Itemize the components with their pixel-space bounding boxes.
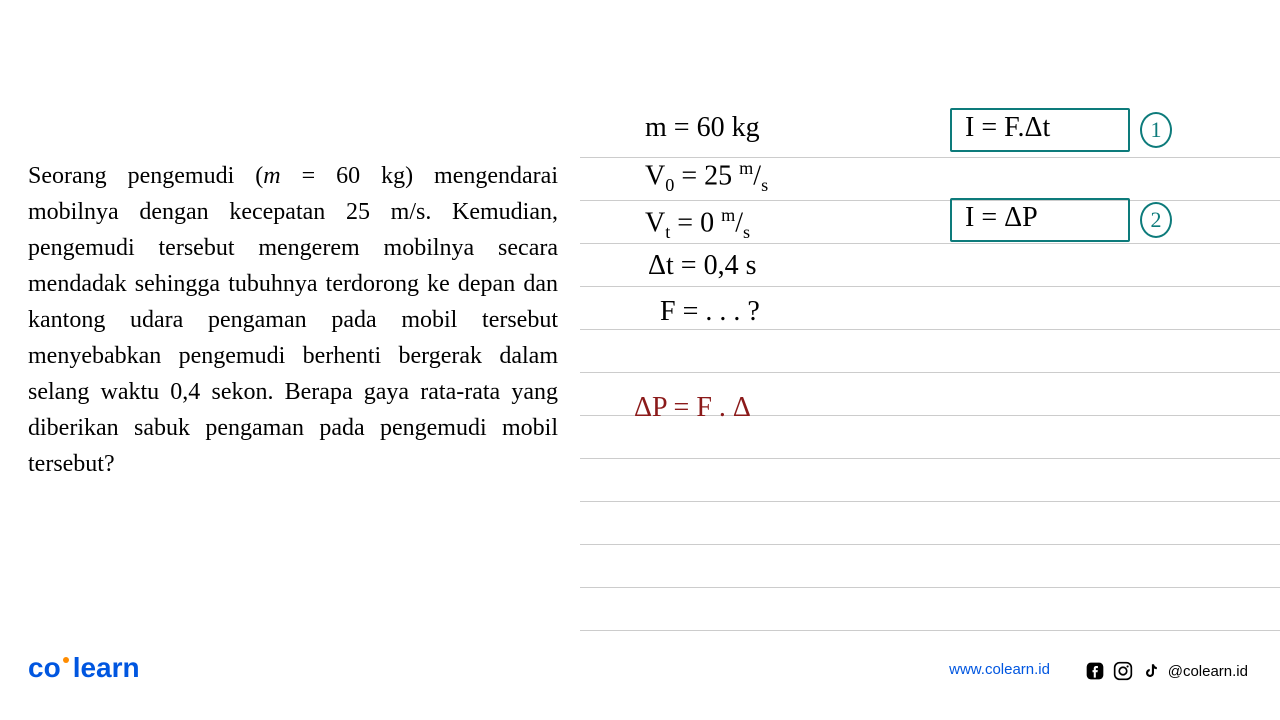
given-F: F = . . . ? [660, 296, 760, 328]
rule-line [580, 544, 1280, 545]
brand-logo: colearn [28, 652, 140, 684]
given-vt: Vt = 0 m/s [645, 205, 750, 243]
given-m: m = 60 kg [645, 112, 760, 144]
logo-dot-icon [61, 671, 73, 677]
rule-line [580, 458, 1280, 459]
social-footer: @colearn.id [1084, 660, 1248, 682]
rule-line [580, 587, 1280, 588]
given-v0: V0 = 25 m/s [645, 158, 768, 196]
social-handle: @colearn.id [1168, 663, 1248, 680]
logo-co: co [28, 652, 61, 683]
rule-line [580, 630, 1280, 631]
rule-line [580, 200, 1280, 201]
derivation-step: ΔP = F . Δ [634, 392, 751, 424]
rule-line [580, 372, 1280, 373]
facebook-icon [1084, 660, 1106, 682]
instagram-icon [1112, 660, 1134, 682]
rule-line [580, 286, 1280, 287]
formula-number-2: 2 [1140, 202, 1172, 238]
rule-line [580, 501, 1280, 502]
tiktok-icon [1140, 660, 1162, 682]
given-dt: Δt = 0,4 s [648, 250, 756, 282]
website-url: www.colearn.id [949, 661, 1050, 678]
logo-learn: learn [73, 652, 140, 683]
formula-impulse_force: I = F.Δt [965, 112, 1050, 144]
formula-number-1: 1 [1140, 112, 1172, 148]
rule-line [580, 329, 1280, 330]
formula-impulse_momentum: I = ΔP [965, 202, 1038, 234]
problem-statement: Seorang pengemudi (m = 60 kg) mengendara… [28, 158, 558, 482]
rule-line [580, 243, 1280, 244]
